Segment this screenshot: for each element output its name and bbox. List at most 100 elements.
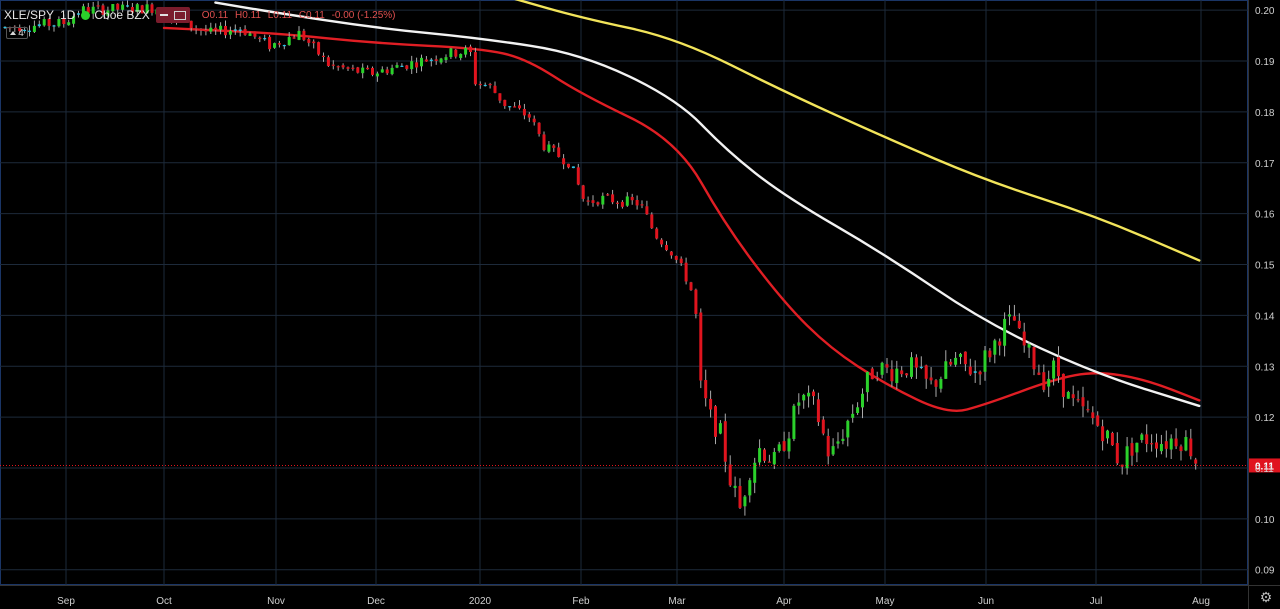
candle-body [32,25,36,32]
candle-body [513,106,517,108]
minimize-icon[interactable] [159,14,168,16]
candle [32,20,36,34]
candle-body [498,93,502,101]
candle [243,25,247,36]
candle [704,369,708,407]
candle [959,352,962,365]
candle-body [547,144,551,152]
candle-body [375,73,379,77]
candle-body [1096,415,1100,426]
candle-body [1003,318,1007,346]
candle-body [111,4,115,12]
candle [910,352,913,379]
candle [606,193,610,196]
candle [145,0,149,15]
candle [880,361,884,379]
candle [954,351,958,367]
candle [395,62,399,69]
candle [101,3,105,17]
candle-body [895,368,899,384]
candle [973,360,977,383]
candle-body [1037,372,1041,375]
candle-body [851,413,855,418]
candle [581,184,585,202]
candle-body [655,228,659,239]
candle-body [542,134,546,151]
candle [273,42,276,49]
candle [135,2,139,17]
candle [464,45,468,58]
candle [816,392,820,426]
candle-body [650,214,654,229]
candle-body [640,204,644,206]
candle-body [679,258,683,264]
candle [3,26,7,29]
candle [1008,305,1011,326]
candle [611,189,615,205]
candle [116,3,120,16]
candle-body [532,118,536,123]
candle-body [1174,438,1178,447]
candle [351,64,355,71]
candle-body [998,341,1002,346]
candle [18,24,22,33]
candle [1047,370,1051,397]
x-tick-label: Dec [367,596,385,607]
settings-box-icon[interactable] [173,10,186,20]
candle [787,431,791,459]
candle-body [674,256,678,260]
candle [1140,432,1144,443]
candle-body [919,366,923,368]
candle [444,54,448,63]
candle [96,1,100,10]
moving-average-ma_red [162,26,1201,412]
ohlc-values: O0.11 H0.11 L0.11 C0.11 -0.00 (-1.25%) [202,10,400,21]
candle-body [1086,409,1090,411]
candle-body [116,3,120,10]
candle [934,379,938,397]
series-controls[interactable] [155,7,190,23]
candle [371,66,374,77]
candle-body [856,407,860,414]
candle [1071,385,1075,407]
candle-body [91,6,95,14]
moving-averages [162,0,1201,412]
candle-body [473,52,477,85]
interval-label[interactable]: 1D [60,8,76,22]
candle-body [571,166,575,169]
candle [567,163,570,169]
candle [91,1,95,20]
candle-body [238,29,242,31]
candle [709,390,713,418]
candle-body [312,41,316,44]
candle-body [718,423,722,434]
candle-body [268,36,272,50]
candle [346,66,350,71]
candle [1052,357,1056,386]
candle-body [135,4,139,12]
candle-body [954,357,958,365]
candle-body [287,37,291,46]
candle [1150,434,1154,452]
candle [699,308,703,389]
candle [743,495,747,516]
candle-body [209,27,213,32]
symbol-label[interactable]: XLE/SPY [4,8,55,22]
x-tick-label: Apr [776,596,792,607]
indicator-count: 4 [18,27,24,39]
candle-body [684,262,688,282]
x-tick-label: Jun [978,596,994,607]
candle [1189,428,1193,460]
candle [317,41,321,56]
candle [748,477,752,503]
candle-body [493,85,497,93]
candle [738,478,742,509]
gear-icon[interactable]: ⚙ [1259,589,1273,605]
candle-body [415,62,419,68]
indicators-toggle[interactable]: 4 [6,27,28,39]
candle-body [959,353,962,357]
open-value: O0.11 [201,9,229,21]
candle-body [900,370,904,375]
candle [1130,437,1134,466]
